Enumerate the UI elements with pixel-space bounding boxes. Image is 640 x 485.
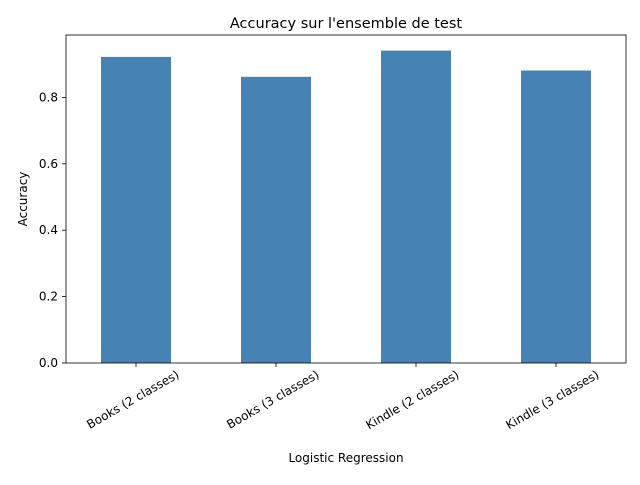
- y-axis-ticks: 0.0 0.2 0.4 0.6 0.8: [39, 90, 66, 370]
- y-tick-label-3: 0.6: [39, 157, 58, 171]
- x-tick-label-1: Books (3 classes): [224, 367, 321, 431]
- y-tick-label-4: 0.8: [39, 90, 58, 104]
- bar-3: [521, 70, 591, 364]
- y-tick-label-2: 0.4: [39, 223, 58, 237]
- x-axis-ticks: Books (2 classes) Books (3 classes) Kindle…: [84, 363, 602, 432]
- plot-frame: [65, 34, 627, 364]
- bar-1: [241, 76, 311, 363]
- bar-2: [381, 50, 451, 363]
- y-axis-label: Accuracy: [16, 172, 30, 227]
- x-tick-label-2: Kindle (2 classes): [363, 367, 461, 432]
- x-tick-label-3: Kindle (3 classes): [503, 367, 601, 432]
- y-tick-label-1: 0.2: [39, 290, 58, 304]
- bar-0: [101, 56, 171, 363]
- y-tick-label-0: 0.0: [39, 356, 58, 370]
- x-tick-label-0: Books (2 classes): [84, 367, 181, 431]
- x-axis-label: Logistic Regression: [288, 451, 403, 465]
- bars-group: [101, 50, 591, 364]
- chart-title: Accuracy sur l'ensemble de test: [230, 16, 463, 32]
